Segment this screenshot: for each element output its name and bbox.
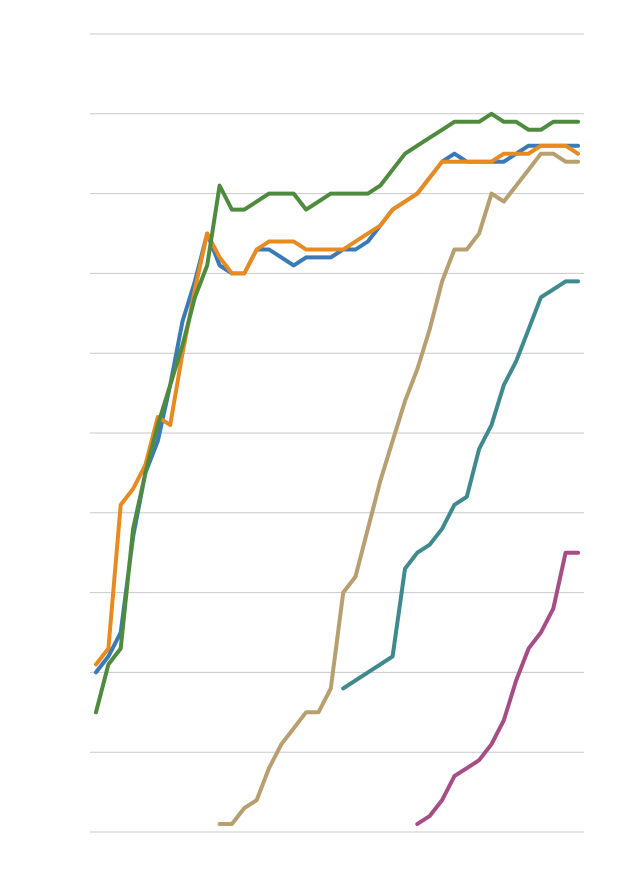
series-line-5 bbox=[341, 279, 580, 691]
series-line-6 bbox=[415, 550, 580, 826]
series-line-2 bbox=[94, 143, 580, 667]
series-line-1 bbox=[94, 143, 580, 675]
series-lines bbox=[94, 111, 580, 826]
series-line-3 bbox=[94, 111, 580, 715]
series-line-4 bbox=[217, 151, 580, 826]
